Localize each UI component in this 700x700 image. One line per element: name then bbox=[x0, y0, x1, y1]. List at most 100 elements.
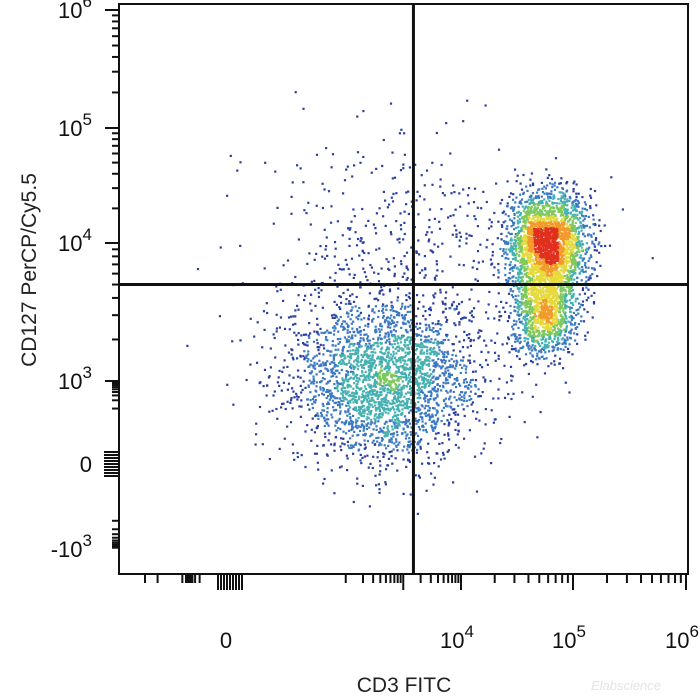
data-point bbox=[381, 316, 385, 319]
data-point bbox=[451, 408, 454, 411]
data-point bbox=[421, 417, 424, 420]
data-point bbox=[330, 443, 333, 446]
data-point bbox=[565, 304, 568, 308]
data-point bbox=[333, 361, 336, 364]
data-point bbox=[442, 386, 445, 389]
data-point bbox=[584, 249, 587, 252]
data-point bbox=[480, 452, 483, 455]
data-point bbox=[578, 293, 581, 296]
data-point bbox=[416, 360, 419, 363]
data-point bbox=[364, 359, 367, 362]
data-point bbox=[332, 326, 335, 329]
data-point bbox=[574, 254, 577, 257]
data-point bbox=[522, 309, 525, 312]
data-point bbox=[321, 361, 325, 364]
data-point bbox=[408, 340, 411, 343]
data-point bbox=[378, 444, 381, 447]
data-point bbox=[396, 434, 399, 437]
data-point bbox=[447, 366, 450, 369]
data-point bbox=[296, 451, 299, 455]
data-point bbox=[343, 357, 346, 360]
data-point bbox=[513, 253, 516, 257]
data-point bbox=[423, 335, 426, 338]
data-point bbox=[324, 248, 327, 251]
data-point bbox=[332, 409, 335, 412]
data-point bbox=[418, 392, 421, 395]
data-point bbox=[421, 385, 424, 389]
data-point bbox=[581, 287, 585, 290]
data-point bbox=[517, 337, 520, 340]
data-point bbox=[352, 414, 355, 417]
data-point bbox=[391, 200, 395, 203]
data-point bbox=[525, 273, 528, 276]
data-point bbox=[530, 277, 534, 280]
data-point bbox=[559, 298, 562, 301]
data-point bbox=[551, 183, 554, 186]
data-point bbox=[312, 357, 315, 360]
data-point bbox=[322, 389, 325, 392]
data-point bbox=[557, 198, 560, 201]
data-point bbox=[435, 263, 438, 266]
data-point bbox=[469, 311, 472, 314]
data-point bbox=[575, 309, 578, 312]
data-point bbox=[327, 349, 330, 352]
data-point bbox=[549, 337, 552, 340]
data-point bbox=[284, 407, 287, 411]
data-point bbox=[352, 394, 355, 397]
data-point bbox=[381, 438, 384, 441]
data-point bbox=[403, 420, 406, 424]
data-point bbox=[444, 297, 447, 300]
data-point bbox=[538, 298, 541, 301]
data-point bbox=[345, 263, 348, 266]
data-point bbox=[396, 405, 399, 408]
data-point bbox=[367, 376, 370, 379]
data-point bbox=[398, 358, 402, 361]
data-point bbox=[239, 161, 242, 164]
data-point bbox=[509, 261, 512, 264]
data-point bbox=[380, 406, 383, 409]
data-point bbox=[415, 263, 419, 266]
data-point bbox=[521, 251, 524, 254]
data-point bbox=[531, 330, 534, 333]
data-point bbox=[333, 444, 336, 447]
data-point bbox=[534, 297, 538, 300]
data-point bbox=[447, 373, 451, 376]
data-point bbox=[490, 462, 493, 465]
data-point bbox=[374, 351, 377, 354]
data-point bbox=[392, 363, 395, 366]
data-point bbox=[408, 385, 412, 388]
data-point bbox=[333, 449, 336, 452]
data-point bbox=[323, 388, 326, 391]
data-point bbox=[428, 384, 431, 388]
data-point bbox=[501, 254, 504, 258]
data-point bbox=[479, 363, 482, 367]
data-point bbox=[323, 364, 326, 367]
data-point bbox=[347, 315, 350, 318]
data-point bbox=[262, 310, 266, 313]
data-point bbox=[453, 378, 456, 381]
data-point bbox=[534, 203, 537, 206]
data-point bbox=[466, 386, 469, 390]
data-point bbox=[555, 309, 558, 312]
data-point bbox=[523, 269, 526, 273]
data-point bbox=[358, 408, 361, 411]
data-point bbox=[554, 294, 557, 297]
data-point bbox=[566, 281, 569, 284]
data-point bbox=[249, 317, 252, 320]
data-point bbox=[547, 337, 550, 340]
data-point bbox=[380, 437, 383, 440]
data-point bbox=[394, 382, 397, 386]
data-point bbox=[576, 241, 579, 244]
data-point bbox=[256, 361, 259, 364]
data-point bbox=[395, 352, 398, 355]
data-point bbox=[321, 206, 324, 210]
data-point bbox=[425, 489, 428, 492]
data-point bbox=[368, 292, 371, 295]
data-point bbox=[414, 382, 417, 385]
data-point bbox=[514, 235, 517, 238]
data-point bbox=[464, 392, 467, 395]
data-point bbox=[354, 443, 357, 446]
data-point bbox=[558, 329, 561, 332]
data-point bbox=[371, 344, 374, 347]
data-point bbox=[400, 413, 403, 416]
